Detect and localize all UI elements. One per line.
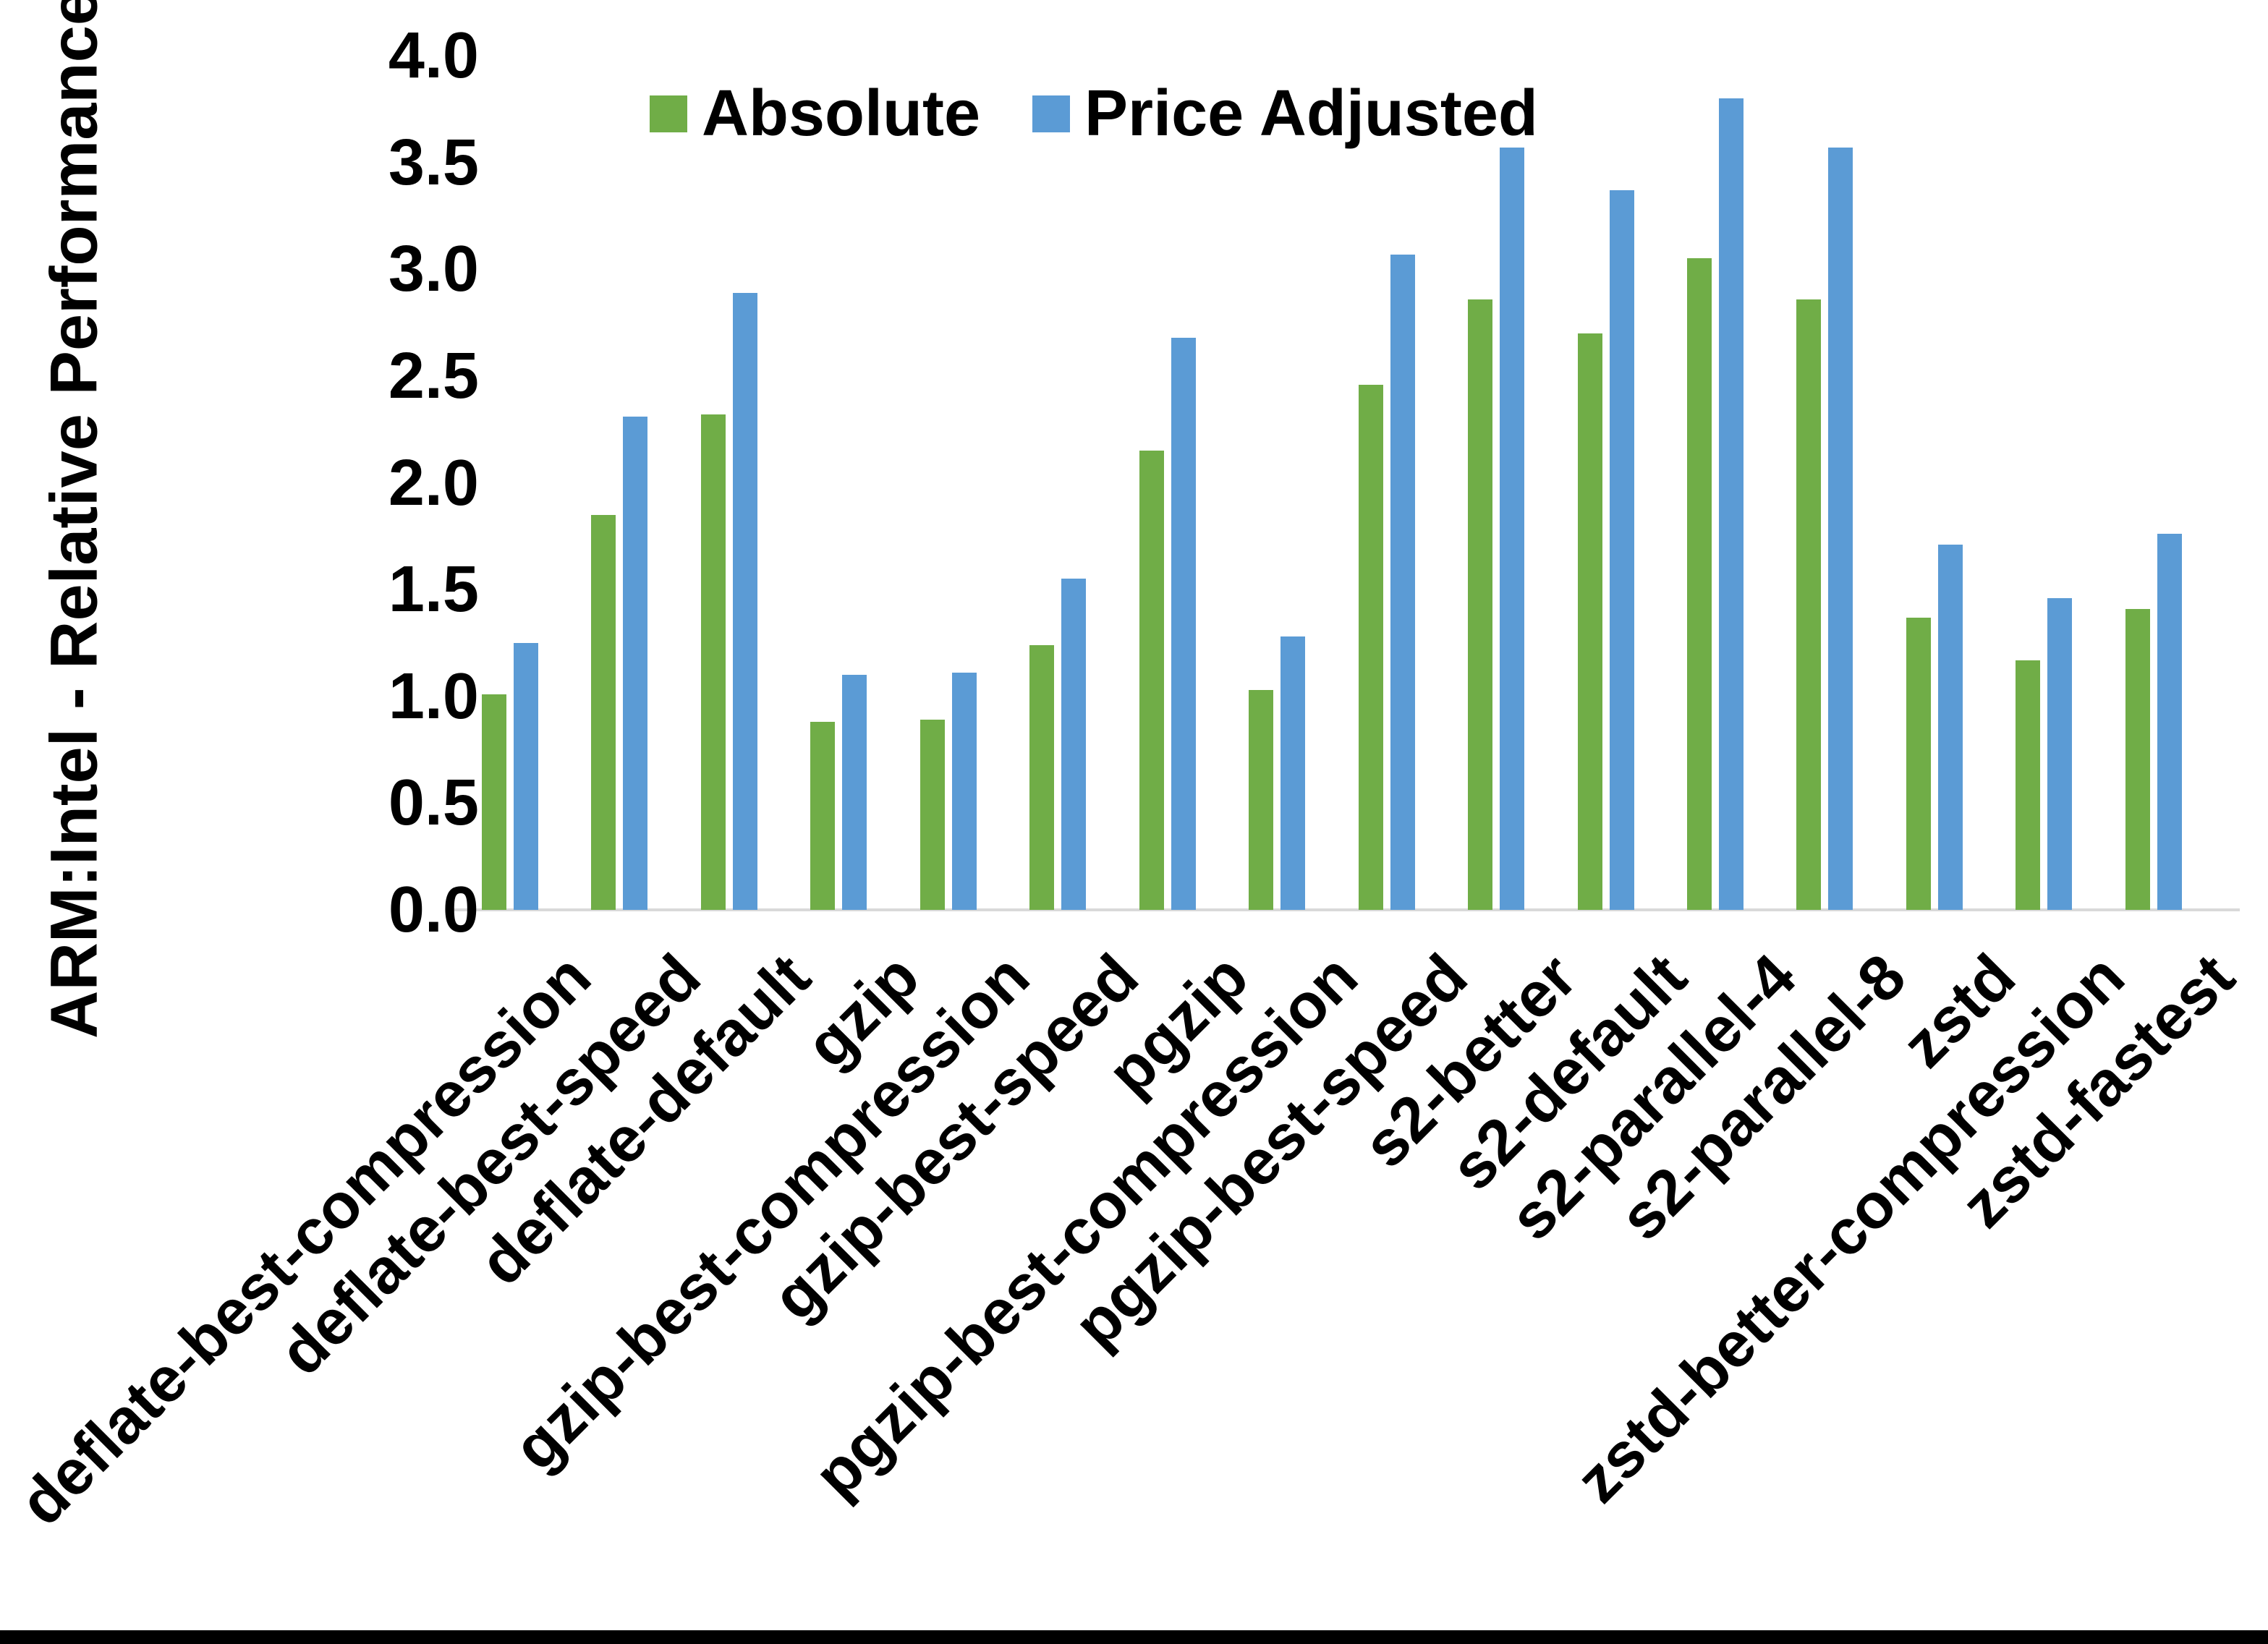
legend-item-absolute: Absolute bbox=[650, 81, 980, 146]
y-tick-label: 4.0 bbox=[388, 20, 479, 92]
bar-absolute bbox=[1796, 299, 1822, 910]
legend-swatch-price-adjusted bbox=[1032, 95, 1071, 132]
bar-absolute bbox=[919, 720, 945, 910]
bar-absolute bbox=[1577, 333, 1602, 910]
y-tick-label: 2.5 bbox=[388, 339, 479, 412]
y-tick-label: 2.0 bbox=[388, 446, 479, 519]
bar-absolute bbox=[1686, 258, 1712, 910]
bar-price-adjusted bbox=[1280, 636, 1306, 910]
bar-price-adjusted bbox=[1718, 98, 1744, 910]
bar-price-adjusted bbox=[623, 416, 648, 910]
bar-absolute bbox=[1468, 299, 1493, 910]
y-tick-label: 1.0 bbox=[388, 660, 479, 733]
x-axis-baseline bbox=[447, 908, 2240, 911]
y-tick-label: 0.0 bbox=[388, 874, 479, 946]
bar-absolute bbox=[2016, 660, 2041, 910]
bar-price-adjusted bbox=[514, 642, 538, 910]
bar-price-adjusted bbox=[951, 673, 977, 910]
bar-price-adjusted bbox=[1828, 147, 1853, 910]
bar-absolute bbox=[482, 694, 506, 910]
bar-absolute bbox=[1249, 689, 1274, 910]
bar-price-adjusted bbox=[842, 675, 867, 910]
y-axis-title: ARM:Intel - Relative Performance bbox=[37, 0, 111, 1039]
bar-absolute bbox=[1139, 451, 1164, 910]
bar-price-adjusted bbox=[1500, 147, 1525, 910]
y-tick-label: 1.5 bbox=[388, 553, 479, 626]
y-tick-label: 0.5 bbox=[388, 767, 479, 840]
bottom-border-bar bbox=[0, 1630, 2268, 1644]
bar-price-adjusted bbox=[2157, 534, 2182, 910]
bar-absolute bbox=[2125, 608, 2150, 910]
bar-price-adjusted bbox=[1171, 337, 1196, 910]
bar-absolute bbox=[810, 722, 836, 910]
bar-absolute bbox=[1358, 384, 1383, 910]
bar-absolute bbox=[700, 414, 726, 910]
y-tick-label: 3.0 bbox=[388, 233, 479, 306]
bar-price-adjusted bbox=[1609, 190, 1634, 910]
bar-price-adjusted bbox=[1061, 579, 1087, 910]
bar-absolute bbox=[591, 514, 616, 910]
legend-swatch-absolute bbox=[650, 95, 687, 132]
legend: Absolute Price Adjusted bbox=[650, 81, 1538, 146]
legend-label-price-adjusted: Price Adjusted bbox=[1084, 77, 1538, 150]
bar-price-adjusted bbox=[732, 292, 757, 910]
bar-price-adjusted bbox=[1390, 254, 1415, 910]
y-tick-label: 3.5 bbox=[388, 126, 479, 199]
bar-absolute bbox=[1029, 644, 1055, 910]
bar-price-adjusted bbox=[1937, 545, 1963, 910]
legend-label-absolute: Absolute bbox=[702, 77, 981, 150]
legend-item-price-adjusted: Price Adjusted bbox=[1032, 81, 1538, 146]
bar-price-adjusted bbox=[2047, 597, 2073, 910]
bar-absolute bbox=[1906, 617, 1931, 910]
